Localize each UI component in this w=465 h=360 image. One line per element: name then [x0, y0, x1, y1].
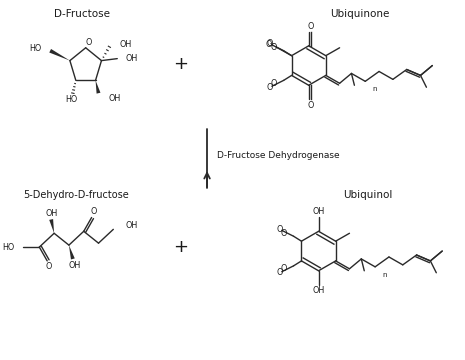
Text: O: O	[46, 262, 53, 271]
Text: O: O	[307, 22, 314, 31]
Polygon shape	[95, 80, 100, 94]
Text: OH: OH	[69, 261, 81, 270]
Text: O: O	[280, 229, 287, 238]
Text: OH: OH	[125, 54, 138, 63]
Text: OH: OH	[119, 40, 132, 49]
Text: n: n	[383, 272, 387, 278]
Text: 5-Dehydro-D-fructose: 5-Dehydro-D-fructose	[23, 190, 129, 200]
Text: OH: OH	[125, 221, 138, 230]
Text: O: O	[266, 40, 272, 49]
Text: D-Fructose Dehydrogenase: D-Fructose Dehydrogenase	[217, 151, 339, 160]
Text: OH: OH	[108, 94, 120, 103]
Text: +: +	[173, 55, 188, 73]
Polygon shape	[49, 219, 54, 233]
Text: HO: HO	[65, 95, 77, 104]
Text: O: O	[280, 264, 287, 273]
Text: D-Fructose: D-Fructose	[54, 9, 110, 19]
Text: O: O	[277, 268, 283, 277]
Polygon shape	[49, 49, 70, 60]
Text: O: O	[86, 39, 92, 48]
Text: HO: HO	[2, 243, 14, 252]
Text: O: O	[271, 43, 277, 52]
Text: OH: OH	[45, 209, 57, 218]
Text: n: n	[373, 86, 378, 92]
Text: OH: OH	[312, 286, 325, 295]
Text: HO: HO	[29, 44, 41, 53]
Text: Ubiquinone: Ubiquinone	[330, 9, 390, 19]
Text: O: O	[277, 225, 283, 234]
Text: O: O	[267, 83, 273, 92]
Text: O: O	[267, 39, 273, 48]
Text: OH: OH	[312, 207, 325, 216]
Text: O: O	[271, 79, 277, 88]
Text: O: O	[307, 100, 314, 109]
Text: +: +	[173, 238, 188, 256]
Text: methoxy: methoxy	[270, 43, 276, 44]
Text: Ubiquinol: Ubiquinol	[343, 190, 392, 200]
Text: O: O	[90, 207, 97, 216]
Polygon shape	[69, 245, 75, 260]
